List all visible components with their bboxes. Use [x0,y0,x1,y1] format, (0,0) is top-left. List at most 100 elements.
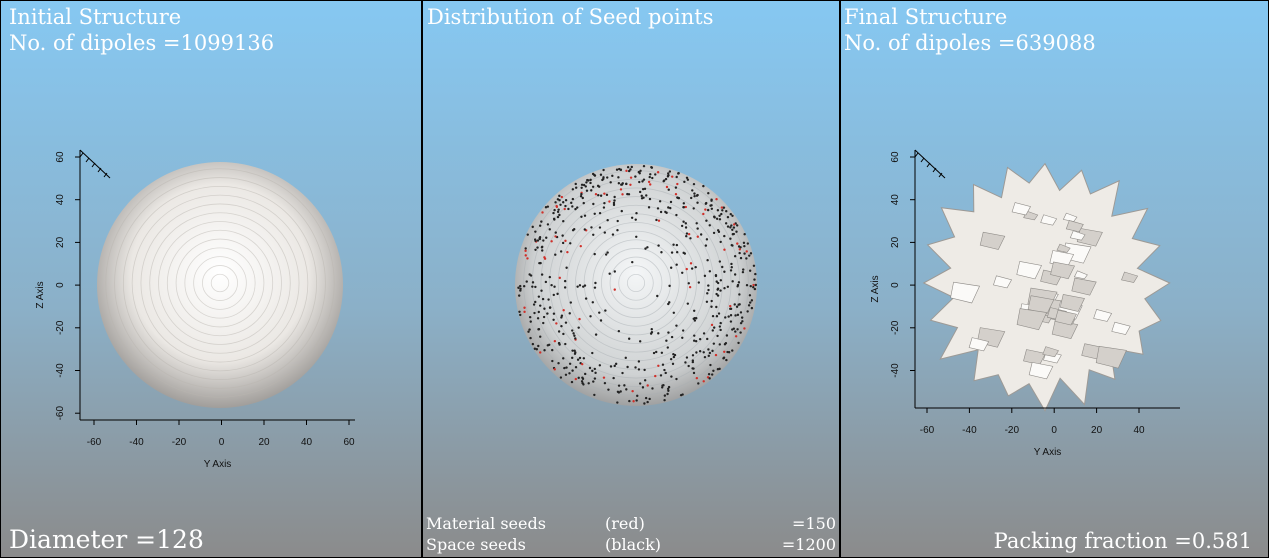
seed [638,360,640,362]
seed [738,293,740,295]
seed [594,213,596,215]
seed [666,393,668,395]
seed [666,186,668,188]
seed [553,286,555,288]
seed [713,216,715,218]
seed [753,265,755,267]
seed [534,249,536,251]
seed [538,237,540,239]
seed [625,170,627,172]
seed [650,166,652,168]
z-tick-label: 0 [890,282,901,288]
seed [681,393,683,395]
seed [553,294,555,296]
seed [671,175,673,177]
seed [700,233,702,235]
seed [542,322,544,324]
seed [593,174,595,176]
seed [569,312,571,314]
seed [643,369,645,371]
seed [534,286,536,288]
seed [731,328,733,330]
seed [574,208,576,210]
seed [562,201,564,203]
seed [560,325,562,327]
seed [723,271,725,273]
seed [706,238,708,240]
seed [603,376,605,378]
seed [564,208,566,210]
y-axis-label: Y Axis [1034,447,1062,458]
seed [713,232,715,234]
seed [751,307,753,309]
seed [616,169,618,171]
seed [529,316,531,318]
seed [702,213,704,215]
z-tick-label: 40 [890,194,901,206]
legend-count: =1200 [782,535,836,554]
seed [543,349,545,351]
seed [649,173,651,175]
seed [668,301,670,303]
seed [629,168,631,170]
seed [572,198,574,200]
seed [620,184,622,186]
seed [727,216,729,218]
seed [692,361,694,363]
z-tick-label: -40 [55,363,66,378]
seed [731,266,733,268]
seed [726,334,728,336]
seed [566,251,568,253]
seed [558,214,560,216]
seed [585,297,587,299]
seed [613,204,615,206]
seed [617,391,619,393]
seed [710,306,712,308]
seed [721,206,723,208]
seed [672,244,674,246]
seed [688,233,690,235]
seed [584,228,586,230]
seed [575,183,577,185]
seed [537,239,539,241]
seed [549,276,551,278]
seed [709,224,711,226]
seed [603,192,605,194]
seed [533,312,535,314]
seed [591,370,593,372]
seed [581,184,583,186]
seed [537,345,539,347]
seed [706,292,708,294]
seed [606,251,608,253]
z-tick-label: -20 [890,320,901,335]
seed [638,181,640,183]
seed [605,253,607,255]
seed [650,332,652,334]
seed [752,284,754,286]
seed [660,251,662,253]
seed [524,250,526,252]
seed [664,394,666,396]
seed [746,284,748,286]
seed [734,255,736,257]
seed [579,284,581,286]
seed [595,193,597,195]
seed [719,260,721,262]
seed [632,400,634,402]
seed [642,196,644,198]
seed [720,279,722,281]
seed [617,176,619,178]
y-tick-label: -40 [962,425,977,436]
seed [708,373,710,375]
z-axis-label: Z Axis [35,281,46,308]
figure: Initial Structure No. of dipoles =109913… [0,0,1269,558]
seed [642,188,644,190]
seed [577,326,579,328]
seed [613,199,615,201]
seed [715,198,717,200]
seed [719,218,721,220]
seed [582,285,584,287]
seed [672,363,674,365]
seed [636,395,638,397]
seed [554,254,556,256]
